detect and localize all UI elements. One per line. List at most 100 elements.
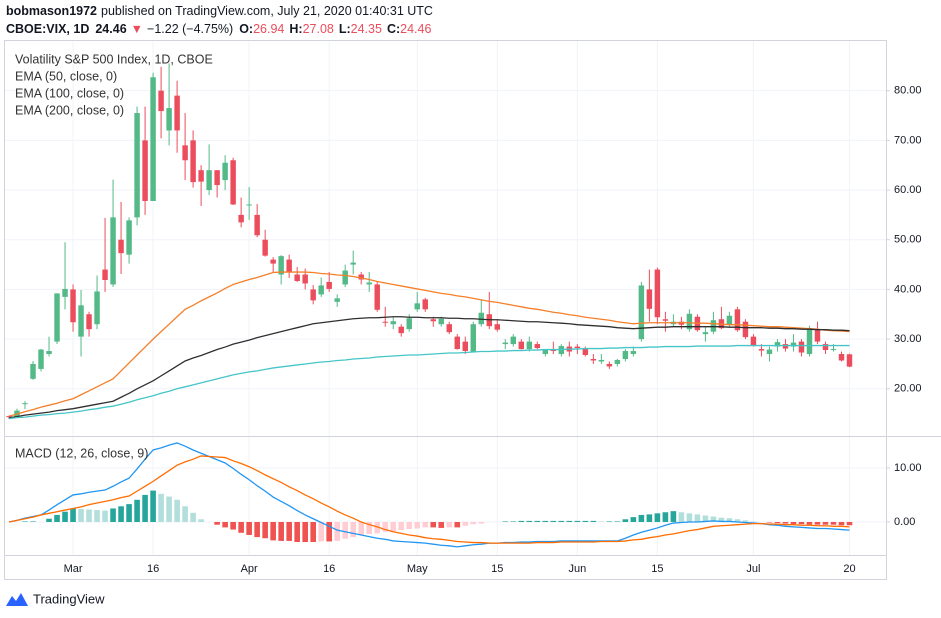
candle-body [734, 309, 741, 331]
candle-body [526, 341, 533, 350]
candle-body [398, 326, 404, 334]
candle-body [150, 77, 156, 201]
histogram-bar [718, 517, 725, 522]
histogram-bar [558, 520, 565, 522]
histogram-bar [390, 521, 397, 532]
candle-body [302, 274, 308, 284]
histogram-bar [118, 506, 124, 522]
histogram-bar [302, 521, 308, 543]
candle-body [206, 170, 212, 191]
histogram-bar [174, 499, 180, 522]
legend-entry: EMA (200, close, 0) [15, 103, 124, 117]
candle-body [806, 328, 813, 355]
symbol: CBOE:VIX, 1D [6, 22, 89, 36]
candle-body [230, 160, 236, 205]
candle-body [70, 289, 76, 323]
histogram-bar [358, 521, 365, 535]
candle-body [614, 359, 621, 364]
histogram-bar [310, 521, 316, 543]
y-tick-label: 0.00 [894, 516, 915, 528]
last-price: 24.46 [95, 22, 126, 36]
histogram-bar [78, 508, 84, 522]
y-tick-label: 20.00 [894, 383, 922, 395]
candle-body [366, 282, 372, 285]
candle-body [22, 403, 28, 405]
y-tick-label: 80.00 [894, 85, 922, 97]
y-tick-label: 10.00 [894, 462, 922, 474]
histogram-bar [582, 520, 589, 522]
histogram-bar [30, 521, 36, 522]
histogram-bar [374, 521, 381, 534]
histogram-bar [606, 521, 613, 522]
x-tick-label: May [407, 563, 428, 575]
change: −1.22 (−4.75%) [147, 22, 233, 36]
histogram-bar [294, 521, 300, 543]
candle-body [390, 321, 396, 325]
candle-body [686, 313, 693, 330]
candle-body [782, 344, 789, 349]
change-arrow: ▼ [131, 22, 143, 36]
candle-body [198, 170, 204, 182]
candle-body [798, 341, 805, 353]
histogram-bar [750, 521, 757, 522]
histogram-bar [630, 517, 637, 522]
histogram-bar [398, 521, 405, 531]
candle-body [478, 312, 485, 325]
candle-body [406, 318, 412, 330]
histogram-bar [62, 511, 68, 522]
histogram-bar [126, 504, 132, 522]
histogram-bar [454, 521, 461, 528]
x-tick-label: 16 [147, 563, 159, 575]
histogram-bar [414, 521, 421, 529]
series-line [8, 442, 850, 548]
ohlc-value: 24.46 [400, 22, 431, 36]
histogram-bar [694, 514, 701, 522]
histogram-bar [830, 521, 837, 525]
histogram-bar [638, 514, 645, 522]
histogram-bar [150, 490, 156, 522]
candle-body [574, 346, 581, 349]
candle-body [222, 162, 228, 181]
histogram-bar [190, 512, 196, 522]
histogram-bar [766, 521, 773, 523]
legend-entry: EMA (50, close, 0) [15, 69, 117, 83]
candle-body [310, 289, 316, 301]
candle-body [118, 239, 124, 254]
candle-body [774, 342, 781, 347]
histogram-bar [94, 510, 100, 522]
histogram-bar [782, 521, 789, 524]
series-line [8, 344, 850, 420]
x-tick-label: Jul [746, 563, 760, 575]
candle-body [94, 291, 100, 325]
histogram-bar [318, 521, 324, 542]
candle-body [598, 359, 605, 362]
histogram-bar [422, 521, 429, 528]
histogram-bar [334, 521, 340, 541]
histogram-bar [710, 516, 717, 522]
x-tick-label: Jun [568, 563, 586, 575]
candle-body [638, 285, 645, 340]
candle-body [534, 344, 541, 349]
candle-body [622, 351, 629, 359]
candle-body [86, 314, 92, 330]
candle-body [286, 259, 292, 273]
candle-body [126, 220, 132, 255]
candle-body [342, 270, 348, 285]
histogram-bar [86, 509, 92, 522]
histogram-bar [110, 508, 116, 522]
histogram-bar [46, 518, 52, 522]
header-line-1: bobmason1972 published on TradingView.com… [6, 4, 433, 18]
published: published on TradingView.com, July 21, 2… [101, 4, 433, 18]
candle-body [262, 239, 268, 256]
candle-body [710, 320, 717, 332]
candle-body [830, 349, 837, 351]
histogram-bar [590, 520, 597, 522]
histogram-bar [406, 521, 413, 530]
marks-layer [6, 63, 853, 548]
histogram-bar [838, 521, 845, 526]
candle-body [606, 363, 613, 367]
header-line-2: CBOE:VIX, 1D 24.46 ▼ −1.22 (−4.75%) O:26.94 H… [6, 22, 431, 36]
candle-body [582, 349, 589, 356]
histogram-bar [350, 521, 357, 538]
candle-body [382, 321, 388, 323]
